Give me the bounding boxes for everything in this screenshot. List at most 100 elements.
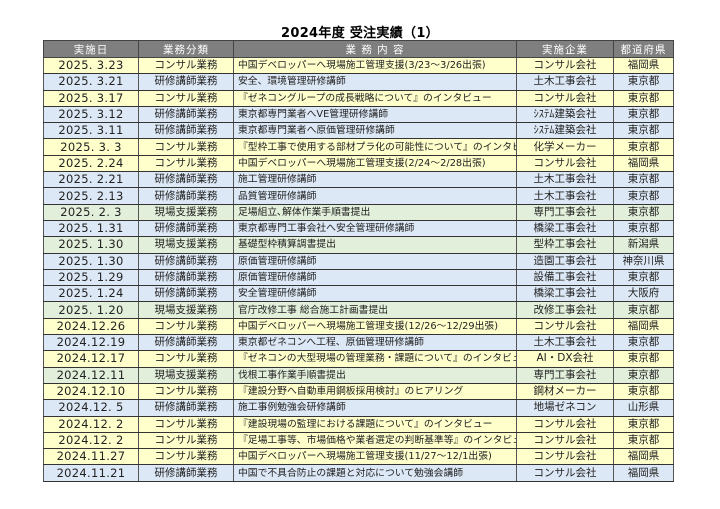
cell-company: コンサル会社 [516, 464, 614, 482]
cell-prefecture: 東京都 [613, 122, 674, 140]
cell-prefecture: 東京都 [613, 73, 674, 91]
cell-date: 2025. 3.23 [43, 57, 139, 75]
cell-date: 2024.11.21 [43, 464, 139, 482]
table-row: 2024.12.10 コンサル業務 『建設分野へ自動車用鋼板採用検討』のヒアリング鋼… [43, 383, 674, 401]
table-row: 2024.11.21 研修講師業務 中国で不具合防止の課題と対応について勉強会講師コ… [43, 464, 674, 482]
cell-content: 東京都ゼネコンへ工程、原価管理研修講師 [233, 334, 517, 352]
table-row: 2025. 1.20 現場支援業務 官庁改修工事 総合施工計画書提出 改修工事会社 東京… [43, 301, 674, 319]
cell-category: 研修講師業務 [138, 399, 234, 417]
cell-company: 型枠工事会社 [516, 236, 614, 254]
table-row: 2025. 3.12 研修講師業務 東京都専門業者へVE管理研修講師 ｼｽﾃﾑ建築会社… [43, 106, 674, 124]
cell-category: 研修講師業務 [138, 106, 234, 124]
cell-company: 地場ゼネコン [516, 399, 614, 417]
header-date: 実施日 [43, 40, 139, 58]
cell-content: 原価管理研修講師 [233, 253, 517, 270]
cell-category: 研修講師業務 [138, 187, 234, 205]
table-header: 実施日 業務分類 業 務 内 容 実施企業 都道府県 [43, 40, 674, 58]
table-row: 2025. 3. 3 コンサル業務 『型枠工事で使用する部材プラ化の可能性について』… [43, 138, 674, 156]
table-row: 2025. 1.30 研修講師業務 原価管理研修講師 造園工事会社 神奈川県 [43, 253, 674, 270]
cell-prefecture: 東京都 [613, 383, 674, 401]
cell-date: 2025. 1.31 [43, 220, 139, 238]
cell-category: 研修講師業務 [138, 171, 234, 189]
cell-content: 伐根工事作業手順書提出 [233, 367, 517, 384]
cell-content: 安全、環境管理研修講師 [233, 73, 517, 91]
cell-category: コンサル業務 [138, 57, 234, 75]
table-row: 2025. 1.24 研修講師業務 安全管理研修講師 橋梁工事会社 大阪府 [43, 285, 674, 303]
cell-company: コンサル会社 [516, 318, 614, 336]
cell-content: 『ゼネコングループの成長戦略について』のインタビュー [233, 90, 517, 107]
cell-company: 橋梁工事会社 [516, 285, 614, 303]
cell-content: 『建設現場の監理における課題について』のインタビュー [233, 416, 517, 433]
cell-date: 2025. 3.21 [43, 73, 139, 91]
cell-date: 2025. 2.24 [43, 155, 139, 173]
cell-category: 研修講師業務 [138, 269, 234, 287]
cell-content: 基礎型枠積算調書提出 [233, 236, 517, 254]
table-row: 2024.12. 2 コンサル業務 『建設現場の監理における課題について』のインタビ… [43, 416, 674, 433]
cell-date: 2025. 1.29 [43, 269, 139, 287]
cell-date: 2024.11.27 [43, 448, 139, 466]
cell-category: コンサル業務 [138, 90, 234, 107]
cell-category: コンサル業務 [138, 432, 234, 450]
table-row: 2024.12.17 コンサル業務 『ゼネコンの大型現場の管理業務・課題について』の… [43, 350, 674, 368]
header-content: 業 務 内 容 [233, 40, 517, 58]
cell-date: 2024.12.10 [43, 383, 139, 401]
cell-company: コンサル会社 [516, 448, 614, 466]
page-title: 2024年度 受注実績（1） [281, 26, 439, 41]
cell-prefecture: 東京都 [613, 204, 674, 221]
cell-prefecture: 東京都 [613, 416, 674, 433]
header-category: 業務分類 [138, 40, 234, 58]
table-row: 2025. 1.31 研修講師業務 東京都専門工事会社へ安全管理研修講師 橋梁工事会社… [43, 220, 674, 238]
table-row: 2024.12. 2 コンサル業務 『足場工事等、市場価格や業者選定の判断基準等』の… [43, 432, 674, 450]
table-row: 2025. 3.21 研修講師業務 安全、環境管理研修講師 土木工事会社 東京都 [43, 73, 674, 91]
table-row: 2025. 3.11 研修講師業務 東京都専門業者へ原価管理研修講師 ｼｽﾃﾑ建築会社… [43, 122, 674, 140]
cell-content: 東京都専門業者へ原価管理研修講師 [233, 122, 517, 140]
cell-company: 専門工事会社 [516, 367, 614, 384]
cell-content: 『型枠工事で使用する部材プラ化の可能性について』のインタビュー [233, 138, 517, 156]
cell-prefecture: 神奈川県 [613, 253, 674, 270]
table-row: 2024.12.19 研修講師業務 東京都ゼネコンへ工程、原価管理研修講師 土木工事会… [43, 334, 674, 352]
cell-company: 土木工事会社 [516, 171, 614, 189]
cell-date: 2025. 1.30 [43, 236, 139, 254]
cell-prefecture: 東京都 [613, 220, 674, 238]
table-row: 2024.12. 5 研修講師業務 施工事例勉強会研修講師 地場ゼネコン 山形県 [43, 399, 674, 417]
cell-prefecture: 東京都 [613, 138, 674, 156]
cell-category: コンサル業務 [138, 155, 234, 173]
cell-content: 安全管理研修講師 [233, 285, 517, 303]
cell-category: 研修講師業務 [138, 73, 234, 91]
cell-category: コンサル業務 [138, 416, 234, 433]
cell-content: 『ゼネコンの大型現場の管理業務・課題について』のインタビュー [233, 350, 517, 368]
cell-prefecture: 福岡県 [613, 448, 674, 466]
cell-content: 東京都専門工事会社へ安全管理研修講師 [233, 220, 517, 238]
cell-company: コンサル会社 [516, 432, 614, 450]
table-row: 2025. 3.17 コンサル業務 『ゼネコングループの成長戦略について』のインタビ… [43, 90, 674, 107]
cell-date: 2024.12.17 [43, 350, 139, 368]
cell-prefecture: 東京都 [613, 106, 674, 124]
cell-category: 研修講師業務 [138, 334, 234, 352]
cell-company: ｼｽﾃﾑ建築会社 [516, 122, 614, 140]
table-row: 2025. 2.24 コンサル業務 中国デベロッパーへ現場施工管理支援(2/24〜2… [43, 155, 674, 173]
cell-date: 2025. 3.17 [43, 90, 139, 107]
cell-content: 中国デベロッパーへ現場施工管理支援(3/23〜3/26出張) [233, 57, 517, 75]
cell-company: 化学メーカー [516, 138, 614, 156]
cell-prefecture: 東京都 [613, 367, 674, 384]
table-row: 2025. 3.23 コンサル業務 中国デベロッパーへ現場施工管理支援(3/23〜3… [43, 57, 674, 75]
cell-content: 中国で不具合防止の課題と対応について勉強会講師 [233, 464, 517, 482]
cell-content: 『建設分野へ自動車用鋼板採用検討』のヒアリング [233, 383, 517, 401]
table-row: 2025. 2. 3 現場支援業務 足場組立､解体作業手順書提出 専門工事会社 東京都 [43, 204, 674, 221]
cell-prefecture: 東京都 [613, 301, 674, 319]
orders-table: 実施日 業務分類 業 務 内 容 実施企業 都道府県 2025. 3.23 コンサ… [43, 40, 674, 482]
cell-date: 2024.12.26 [43, 318, 139, 336]
cell-date: 2024.12. 5 [43, 399, 139, 417]
cell-company: 土木工事会社 [516, 334, 614, 352]
cell-prefecture: 東京都 [613, 171, 674, 189]
cell-company: 土木工事会社 [516, 73, 614, 91]
table-row: 2024.12.26 コンサル業務 中国デベロッパーへ現場施工管理支援(12/26〜… [43, 318, 674, 336]
cell-content: 中国デベロッパーへ現場施工管理支援(12/26〜12/29出張) [233, 318, 517, 336]
table-row: 2025. 2.21 研修講師業務 施工管理研修講師 土木工事会社 東京都 [43, 171, 674, 189]
table-row: 2025. 1.29 研修講師業務 原価管理研修講師 設備工事会社 東京都 [43, 269, 674, 287]
cell-prefecture: 山形県 [613, 399, 674, 417]
cell-company: 鋼材メーカー [516, 383, 614, 401]
cell-date: 2025. 1.24 [43, 285, 139, 303]
cell-prefecture: 新潟県 [613, 236, 674, 254]
cell-prefecture: 東京都 [613, 334, 674, 352]
